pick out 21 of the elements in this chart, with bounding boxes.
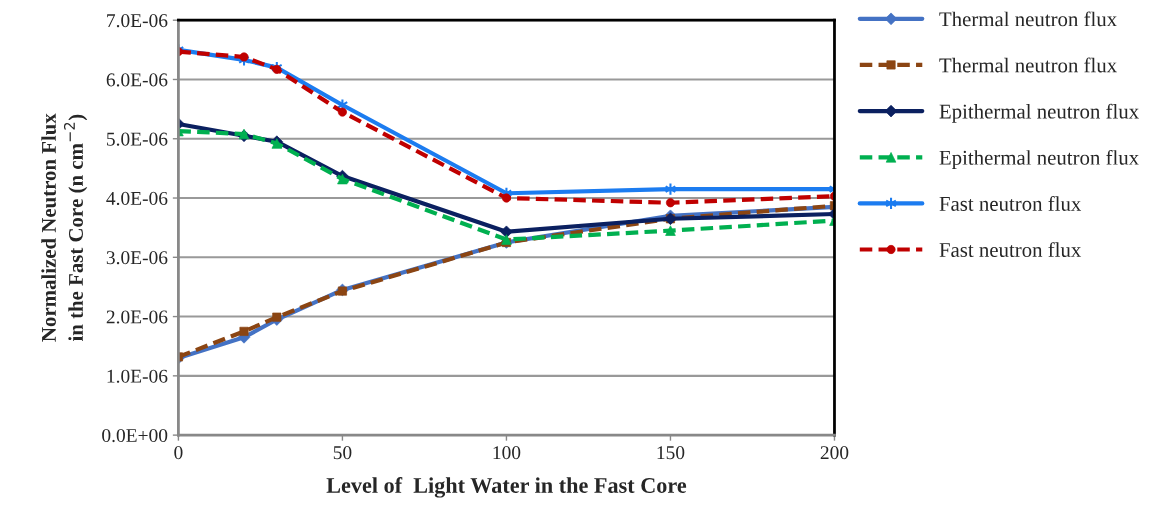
y-tick-label: 6.0E-06 xyxy=(106,73,168,87)
y-tick-label: 0.0E+00 xyxy=(102,428,168,443)
x-tick-label: 200 xyxy=(820,446,849,460)
legend-label: Thermal neutron flux xyxy=(939,11,1117,27)
x-tick-label: 150 xyxy=(657,446,685,460)
y-axis-title: Normalized Neutron Flux in the Fast Core (n cm$^{−2}$) xyxy=(41,113,88,342)
x-tick-label: 0 xyxy=(174,446,183,460)
legend-label: Fast neutron flux xyxy=(939,196,1082,211)
y-tick-label: 2.0E-06 xyxy=(106,310,168,324)
x-tick-label: 100 xyxy=(493,446,521,460)
y-tick-label: 7.0E-06 xyxy=(107,14,168,28)
y-tick-label: 1.0E-06 xyxy=(107,369,168,383)
y-tick-label: 4.0E-06 xyxy=(106,191,168,206)
legend-label: Fast neutron flux xyxy=(939,242,1082,257)
legend-label: Epithermal neutron flux xyxy=(939,149,1139,170)
y-tick-label: 3.0E-06 xyxy=(106,251,168,265)
y-tick-label: 5.0E-06 xyxy=(107,132,168,146)
x-tick-label: 50 xyxy=(333,446,352,460)
legend-label: Epithermal neutron flux xyxy=(939,103,1139,123)
x-axis-title: Level of Light Water in the Fast Core xyxy=(326,477,687,498)
legend-label: Thermal neutron flux xyxy=(939,57,1117,73)
